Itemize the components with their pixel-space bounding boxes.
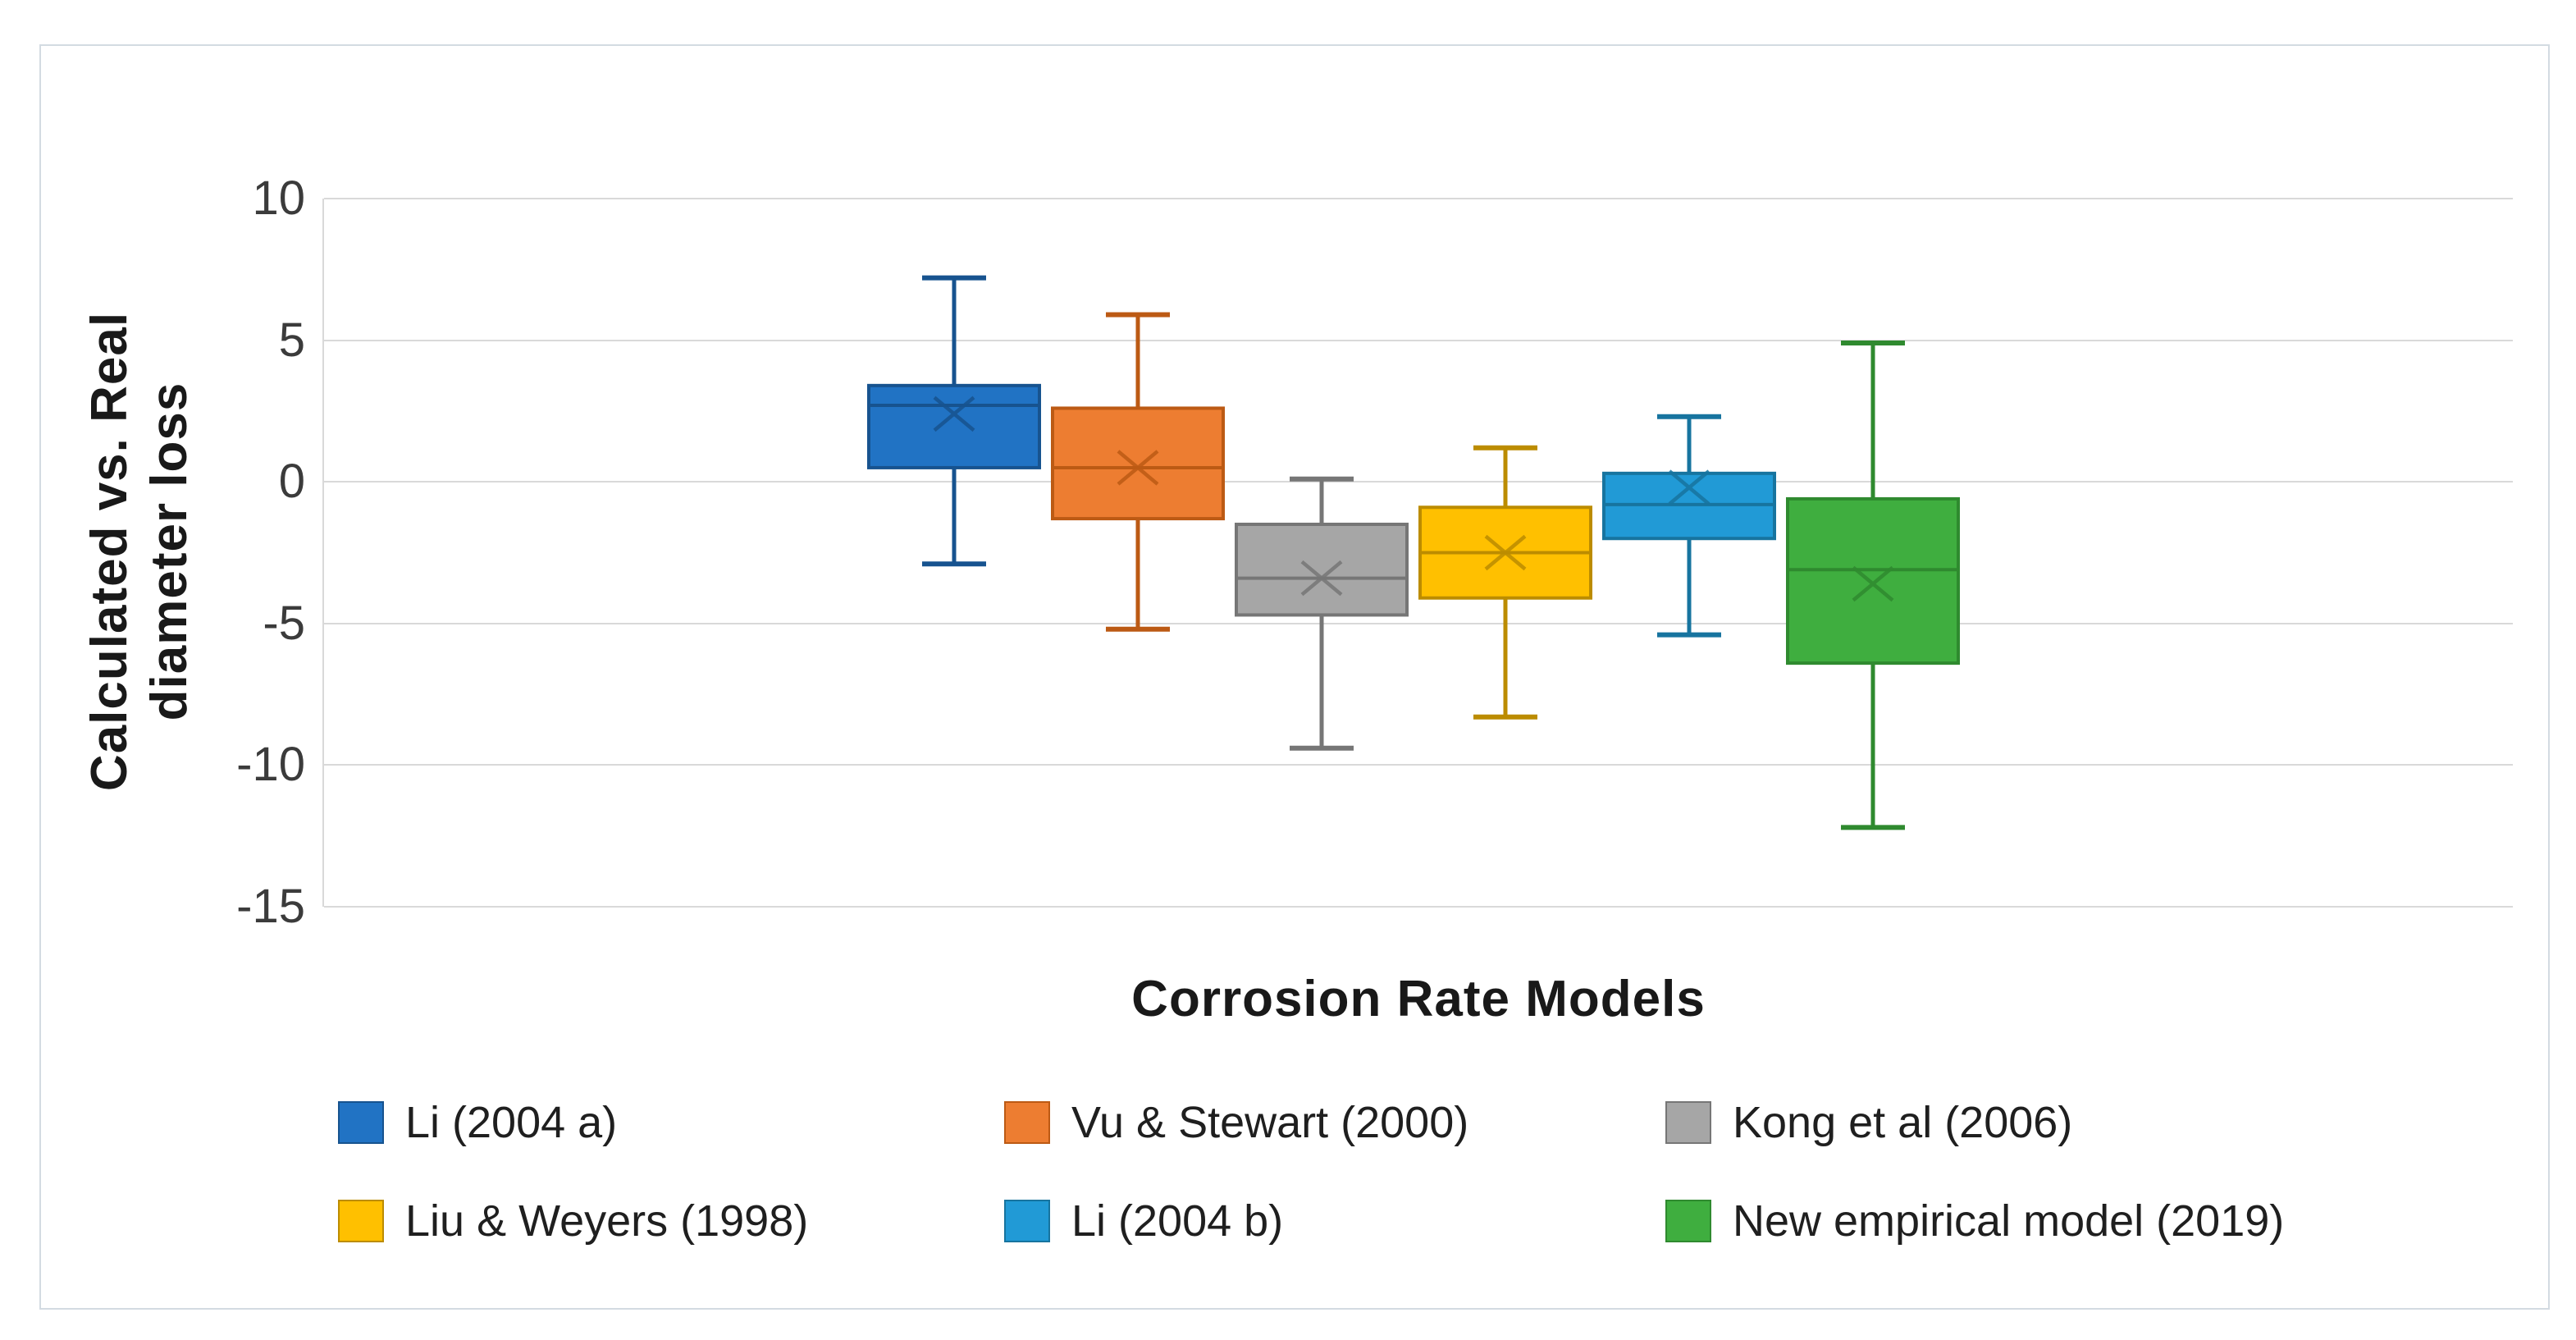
gridline-y--15 <box>324 906 2513 908</box>
legend-item-li-2004-a: Li (2004 a) <box>338 1100 617 1146</box>
legend-label-li-2004-b: Li (2004 b) <box>1071 1196 1284 1246</box>
y-axis-title-line2: diameter loss <box>141 382 198 721</box>
y-tick-label--10: -10 <box>236 738 305 792</box>
x-axis-title: Corrosion Rate Models <box>1131 971 1706 1027</box>
legend-label-kong-et-al-2006: Kong et al (2006) <box>1733 1098 2073 1147</box>
legend-label-vu-stewart-2000: Vu & Stewart (2000) <box>1071 1098 1469 1147</box>
legend-label-li-2004-a: Li (2004 a) <box>405 1098 618 1147</box>
legend-swatch-vu-stewart-2000 <box>1004 1101 1050 1144</box>
gridline-y-10 <box>324 198 2513 199</box>
legend-item-new-empirical-model-2019: New empirical model (2019) <box>1665 1198 2284 1244</box>
y-tick-label--15: -15 <box>236 880 305 933</box>
legend-swatch-li-2004-b <box>1004 1200 1050 1242</box>
chart-frame <box>39 44 2550 1310</box>
legend-item-li-2004-b: Li (2004 b) <box>1004 1198 1283 1244</box>
y-axis-title: Calculated vs. Real diameter loss <box>80 141 199 962</box>
y-axis-line <box>322 199 324 907</box>
legend-swatch-kong-et-al-2006 <box>1665 1101 1711 1144</box>
legend-swatch-new-empirical-model-2019 <box>1665 1200 1711 1242</box>
legend-label-new-empirical-model-2019: New empirical model (2019) <box>1733 1196 2285 1246</box>
legend-swatch-liu-weyers-1998 <box>338 1200 384 1242</box>
gridline-y-5 <box>324 339 2513 341</box>
legend-item-vu-stewart-2000: Vu & Stewart (2000) <box>1004 1100 1468 1146</box>
legend-item-kong-et-al-2006: Kong et al (2006) <box>1665 1100 2072 1146</box>
y-tick-label-0: 0 <box>278 455 305 509</box>
legend-item-liu-weyers-1998: Liu & Weyers (1998) <box>338 1198 808 1244</box>
y-tick-label--5: -5 <box>263 596 305 650</box>
gridline-y-0 <box>324 481 2513 483</box>
y-axis-title-line1: Calculated vs. Real <box>80 311 138 792</box>
y-tick-label-5: 5 <box>278 313 305 367</box>
gridline-y--5 <box>324 622 2513 624</box>
legend-label-liu-weyers-1998: Liu & Weyers (1998) <box>405 1196 809 1246</box>
y-tick-label-10: 10 <box>252 172 305 225</box>
plot-area <box>322 198 2513 908</box>
gridline-y--10 <box>324 764 2513 766</box>
legend-swatch-li-2004-a <box>338 1101 384 1144</box>
